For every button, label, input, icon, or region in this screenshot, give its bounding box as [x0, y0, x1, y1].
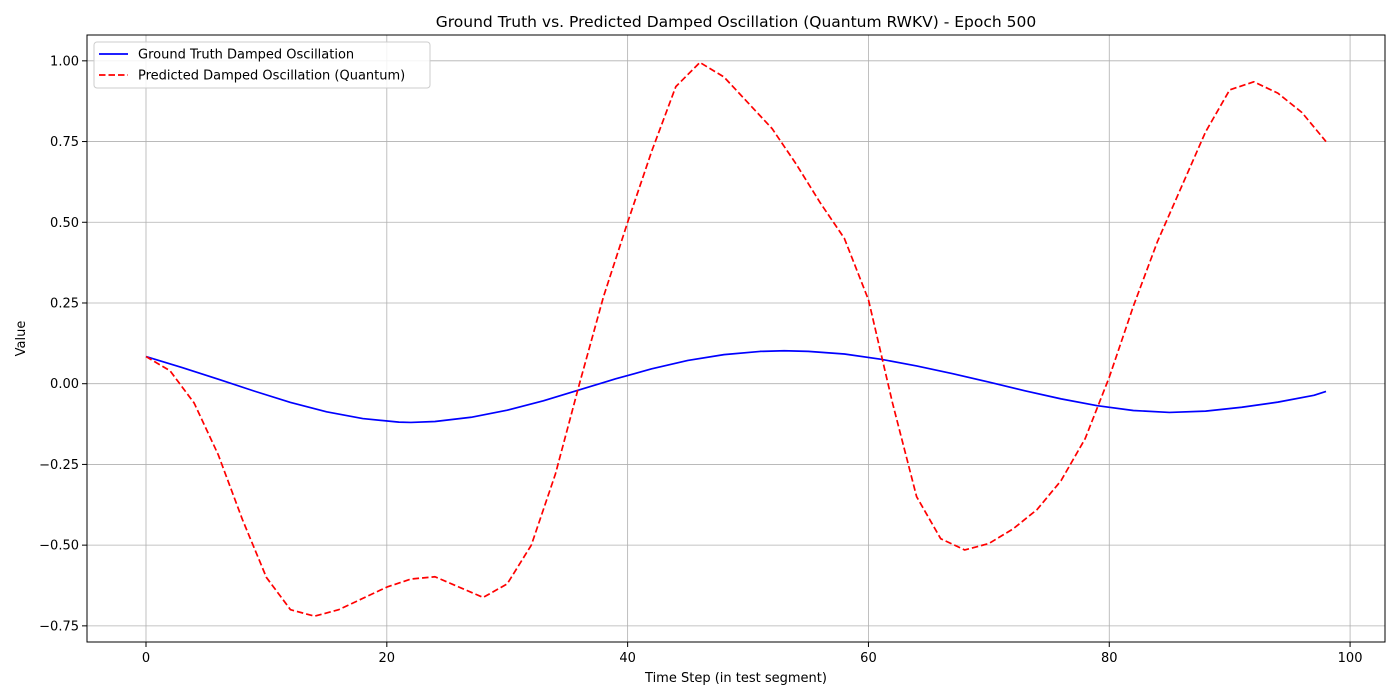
y-tick-label: 0.50	[50, 216, 79, 231]
y-tick-label: −0.75	[39, 619, 79, 634]
x-tick-label: 100	[1338, 651, 1363, 666]
y-tick-label: 0.00	[50, 377, 79, 392]
y-tick-label: −0.25	[39, 458, 79, 473]
plot-frame	[86, 34, 1386, 643]
x-tick-label: 20	[379, 651, 396, 666]
y-tick-label: 1.00	[50, 54, 79, 69]
y-tick-label: −0.50	[39, 539, 79, 554]
series-layer	[145, 61, 1327, 618]
legend-label-2: Predicted Damped Oscillation (Quantum)	[138, 69, 405, 84]
grid-lines	[87, 35, 1385, 642]
series-line-2	[145, 61, 1327, 618]
series-line-1	[145, 349, 1327, 424]
x-tick-label: 0	[142, 651, 150, 666]
axis-ticks: 0 20 40 60 80 100 −0.75 −0.50 −0.25 0.00 0.25 0.50 0…	[39, 54, 1362, 666]
chart-title: Ground Truth vs. Predicted Damped Oscill…	[436, 13, 1036, 31]
x-tick-label: 40	[619, 651, 636, 666]
y-tick-label: 0.75	[50, 135, 79, 150]
x-axis-label: Time Step (in test segment)	[644, 671, 827, 686]
y-axis-label: Value	[14, 321, 29, 357]
x-tick-label: 80	[1101, 651, 1118, 666]
legend: Ground Truth Damped Oscillation Predicted…	[93, 41, 431, 89]
legend-label-1: Ground Truth Damped Oscillation	[138, 48, 354, 63]
legend-box	[93, 41, 431, 89]
x-tick-label: 60	[860, 651, 877, 666]
y-tick-label: 0.25	[50, 296, 79, 311]
